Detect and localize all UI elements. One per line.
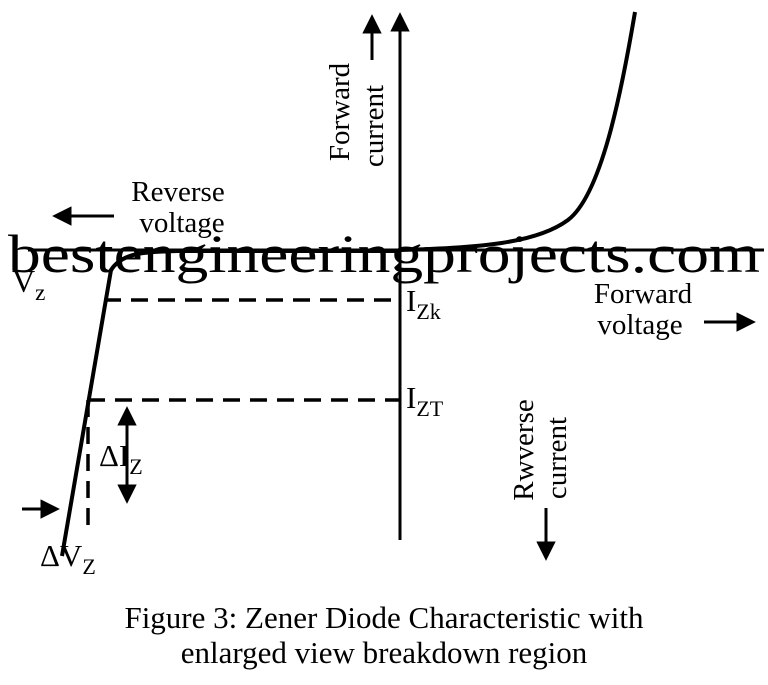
forward-voltage-label-line1: Forward — [594, 278, 693, 310]
figure-caption-line2: enlarged view breakdown region — [181, 635, 588, 670]
forward-voltage-label-line2: voltage — [597, 309, 682, 341]
reverse-current-label-line2: current — [541, 417, 573, 499]
forward-current-label-line2: current — [358, 85, 390, 167]
figure-caption-line1: Figure 3: Zener Diode Characteristic wit… — [124, 600, 644, 635]
vz-label: Vz — [12, 263, 45, 305]
reverse-voltage-label-line2: voltage — [139, 207, 224, 239]
delta-vz-label: ΔVZ — [40, 538, 96, 579]
izt-label: IZT — [406, 380, 444, 421]
reverse-current-label-line1: Rwverse — [508, 399, 540, 500]
forward-current-label-line1: Forward — [324, 62, 356, 161]
forward-characteristic-curve — [399, 11, 637, 252]
watermark-text: bestengineeringprojects.com — [8, 224, 760, 284]
izk-label: IZk — [406, 283, 441, 324]
reverse-breakdown-curve — [60, 249, 400, 557]
reverse-voltage-label-line1: Reverse — [131, 176, 224, 208]
delta-iz-label: ΔIZ — [99, 438, 143, 479]
